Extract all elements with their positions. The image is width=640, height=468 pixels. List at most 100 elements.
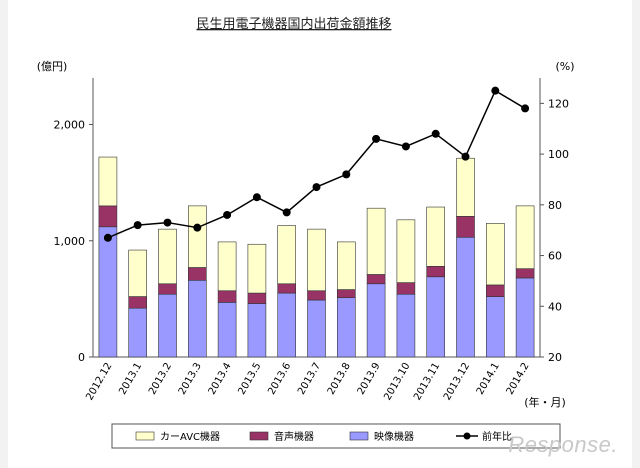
yoy-point (223, 210, 232, 219)
x-tick-label: 2013.3 (177, 361, 204, 397)
x-tick-label: 2012.12 (84, 361, 114, 402)
bar-segment (128, 307, 147, 358)
bar-segment (98, 156, 118, 207)
x-tick-label: 2013.9 (356, 361, 383, 397)
bar-segment (247, 303, 267, 358)
yoy-point (312, 183, 321, 192)
bar-segment (426, 276, 446, 358)
legend-marker (463, 432, 471, 440)
yoy-point (401, 142, 410, 151)
bar-segment (515, 268, 535, 279)
left-tick-label: 2,000 (54, 119, 86, 132)
x-tick-label: 2013.10 (382, 361, 412, 402)
bar-segment (247, 292, 267, 304)
x-tick-label: 2014.1 (475, 361, 502, 397)
bar-segment (217, 241, 237, 292)
bar-segment (336, 297, 356, 358)
x-tick-label: 2013.5 (236, 361, 263, 397)
yoy-point (193, 223, 202, 232)
legend-label: 前年比 (482, 430, 512, 443)
yoy-point (461, 152, 470, 161)
right-tick-label: 120 (548, 97, 569, 110)
bar-segment (188, 205, 207, 268)
bar-segment (158, 283, 177, 295)
bar-segment (336, 289, 356, 299)
yoy-point (491, 86, 500, 95)
bar-segment (396, 282, 416, 295)
left-axis-unit: (億円) (37, 60, 68, 73)
legend-label: 音声機器 (274, 430, 314, 443)
yoy-point (431, 129, 440, 138)
right-tick-label: 40 (548, 300, 562, 313)
bar-segment (307, 290, 326, 301)
legend-swatch (249, 431, 269, 441)
bar-segment (277, 283, 297, 294)
bar-segment (396, 293, 416, 358)
x-tick-label: 2013.7 (296, 361, 323, 397)
yoy-point (103, 233, 112, 242)
x-tick-label: 2013.4 (207, 361, 234, 397)
yoy-point (163, 218, 172, 227)
x-tick-label: 2013.1 (117, 361, 144, 397)
x-tick-label: 2014.2 (505, 361, 532, 397)
legend-swatch (349, 431, 369, 441)
bar-segment (128, 249, 147, 297)
legend: カーAVC機器 音声機器 映像機器 前年比 (111, 423, 561, 449)
bar-segment (366, 207, 386, 275)
x-tick-label: 2013.6 (266, 361, 293, 397)
bar-segment (188, 267, 207, 281)
bar-segment (158, 228, 177, 285)
bar-segment (307, 228, 326, 292)
right-axis-unit: (%) (555, 60, 574, 73)
legend-label: 映像機器 (374, 430, 414, 443)
bar-segment (217, 290, 237, 303)
legend-label: カーAVC機器 (160, 430, 220, 443)
chart-page: 民生用電子機器国内出荷金額推移 (億円) (%) (年・月) 0 1,000 2,0… (8, 0, 632, 468)
bar-segment (336, 241, 356, 290)
bar-segment (426, 206, 446, 267)
yoy-point (521, 104, 530, 113)
bar-segment (277, 225, 297, 285)
bar-segment (515, 277, 535, 358)
bar-segment (426, 266, 446, 278)
x-tick-label: 2013.12 (442, 361, 472, 402)
bar-segment (485, 296, 505, 358)
yoy-point (372, 134, 381, 143)
yoy-point (342, 170, 351, 179)
right-tick-label: 100 (548, 148, 569, 161)
bar-segment (307, 299, 326, 358)
left-tick-label: 0 (78, 351, 85, 364)
left-tick-label: 1,000 (54, 235, 86, 248)
bar-segment (128, 296, 147, 309)
chart: 民生用電子機器国内出荷金額推移 (億円) (%) (年・月) 0 1,000 2,0… (37, 16, 575, 449)
right-tick-label: 60 (548, 250, 562, 263)
bar-segment (515, 205, 535, 269)
bar-segment (188, 279, 207, 358)
bar-segment (396, 219, 416, 283)
bar-segment (277, 292, 297, 358)
bar-segment (456, 236, 475, 358)
bar-segment (456, 157, 475, 217)
yoy-point (133, 221, 142, 230)
bar-segment (366, 283, 386, 358)
bar-segment (247, 243, 267, 294)
bar-segment (98, 226, 118, 358)
bar-segment (158, 293, 177, 358)
chart-title: 民生用電子機器国内出荷金額推移 (196, 16, 391, 32)
right-tick-label: 80 (548, 199, 562, 212)
legend-swatch (135, 431, 155, 441)
bar-segment (456, 216, 475, 238)
bar-segment (485, 223, 505, 286)
watermark: Response. (508, 432, 618, 457)
x-tick-label: 2013.2 (147, 361, 174, 397)
yoy-point (282, 208, 291, 217)
legend-box (111, 423, 561, 449)
right-tick-label: 20 (548, 351, 562, 364)
x-tick-label: 2013.8 (326, 361, 353, 397)
bar-segment (366, 274, 386, 285)
x-tick-label: 2013.11 (412, 361, 442, 402)
bar-segment (485, 284, 505, 297)
yoy-point (252, 193, 261, 202)
bar-segment (217, 302, 237, 358)
